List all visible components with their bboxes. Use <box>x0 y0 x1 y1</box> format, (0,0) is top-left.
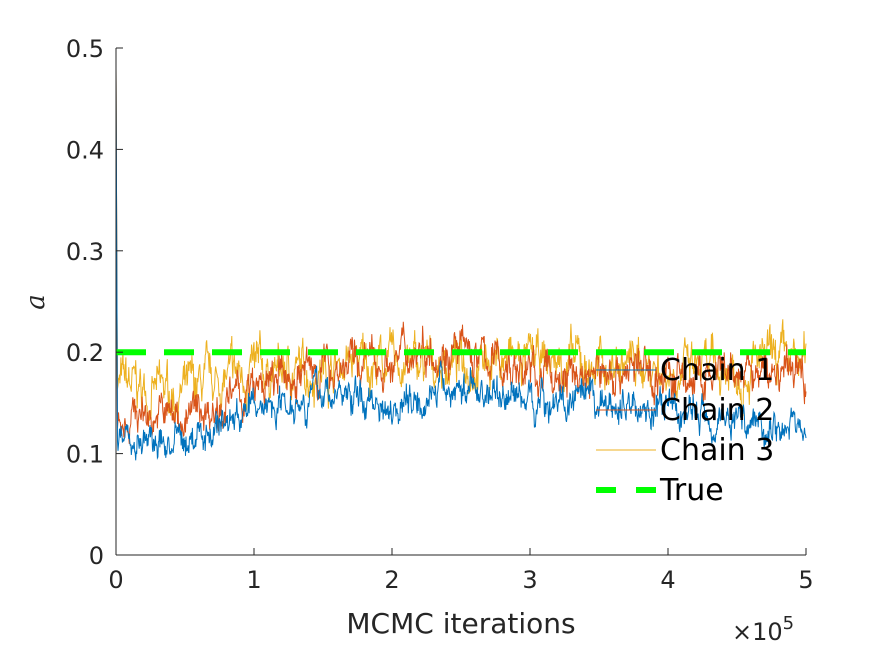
x-tick-label: 5 <box>798 566 813 594</box>
y-axis-title: a <box>21 294 51 310</box>
legend: Chain 1 Chain 2 Chain 3 True <box>596 353 774 508</box>
y-tick-label: 0.2 <box>66 339 104 367</box>
legend-label: Chain 3 <box>660 433 774 468</box>
x-tick-label: 4 <box>660 566 675 594</box>
y-ticks: 0 0.1 0.2 0.3 0.4 0.5 <box>66 35 123 570</box>
y-tick-label: 0.1 <box>66 441 104 469</box>
x-axis-title: MCMC iterations <box>346 607 575 640</box>
x-ticks: 0 1 2 3 4 5 <box>108 548 814 594</box>
y-tick-label: 0 <box>89 542 104 570</box>
x-tick-label: 2 <box>384 566 399 594</box>
legend-label: Chain 2 <box>660 393 774 428</box>
x-tick-label: 1 <box>246 566 261 594</box>
y-tick-label: 0.3 <box>66 238 104 266</box>
y-tick-label: 0.5 <box>66 35 104 63</box>
axes-layer <box>115 48 806 556</box>
x-tick-label: 0 <box>108 566 123 594</box>
x-exponent-label: ×105 <box>732 613 794 645</box>
legend-label: True <box>659 473 724 508</box>
series-layer <box>115 68 807 461</box>
series-line-1 <box>115 68 807 461</box>
legend-label: Chain 1 <box>660 353 774 388</box>
x-tick-label: 3 <box>522 566 537 594</box>
x-exponent-power: 5 <box>783 613 794 634</box>
y-tick-label: 0.4 <box>66 136 104 164</box>
series-line-2 <box>115 68 807 445</box>
x-exponent-base: ×10 <box>732 618 783 645</box>
